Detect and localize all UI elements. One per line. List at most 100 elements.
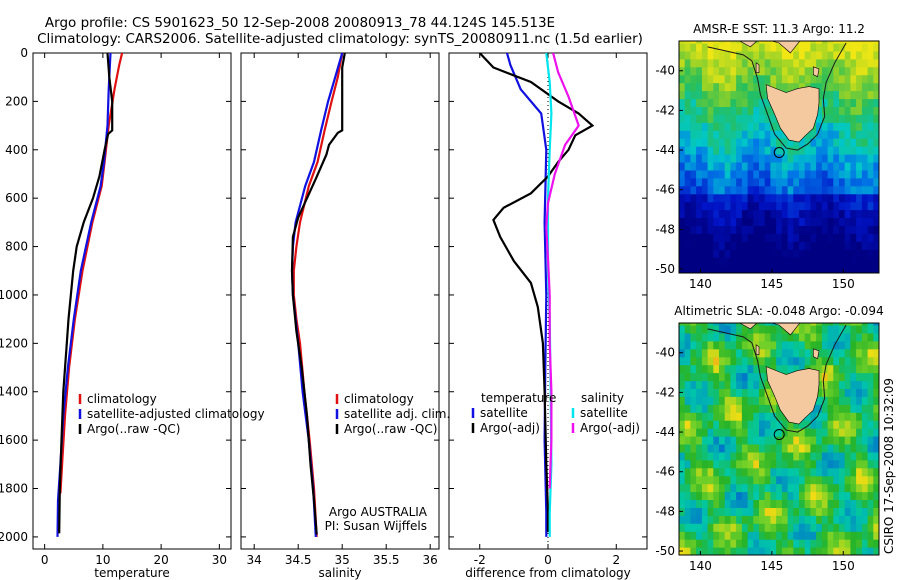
raster-cell <box>781 138 789 147</box>
raster-cell <box>850 323 857 326</box>
raster-cell <box>799 249 806 258</box>
raster-cell <box>713 372 720 382</box>
raster-cell <box>816 74 823 84</box>
raster-cell <box>850 372 857 382</box>
raster-cell <box>759 515 766 524</box>
raster-cell <box>736 146 743 155</box>
raster-cell <box>747 372 754 382</box>
raster-cell <box>776 412 783 421</box>
raster-cell <box>793 340 800 350</box>
raster-cell <box>787 138 794 147</box>
raster-cell <box>707 209 714 218</box>
raster-cell <box>804 467 811 477</box>
raster-cell <box>850 467 857 477</box>
raster-cell <box>753 404 760 413</box>
raster-cell <box>770 531 777 540</box>
raster-cell <box>810 323 817 326</box>
raster-cell <box>696 428 703 437</box>
raster-cell <box>679 217 686 226</box>
raster-cell <box>724 154 731 163</box>
raster-cell <box>839 531 846 540</box>
raster-cell <box>696 547 703 555</box>
raster-cell <box>833 388 840 397</box>
side-timestamp-label: CSIRO 17-Sep-2008 10:32:09 <box>882 378 896 554</box>
raster-cell <box>781 436 789 445</box>
raster-cell <box>724 340 731 350</box>
raster-cell <box>861 241 869 250</box>
raster-cell <box>844 146 851 155</box>
raster-cell <box>799 58 806 68</box>
raster-cell <box>741 451 749 461</box>
raster-cell <box>707 265 714 273</box>
raster-cell <box>770 444 777 453</box>
raster-cell <box>793 169 800 179</box>
raster-cell <box>861 217 869 226</box>
raster-cell <box>736 169 743 179</box>
raster-cell <box>793 483 800 493</box>
raster-cell <box>827 209 834 218</box>
raster-cell <box>719 66 726 76</box>
raster-cell <box>690 98 697 107</box>
raster-cell <box>844 356 851 366</box>
raster-cell <box>861 444 869 453</box>
raster-cell <box>719 467 726 477</box>
raster-cell <box>793 66 800 76</box>
raster-cell <box>741 364 749 374</box>
raster-cell <box>861 138 869 147</box>
raster-cell <box>770 323 777 326</box>
raster-cell <box>747 201 754 211</box>
raster-cell <box>730 547 737 555</box>
raster-cell <box>833 396 840 405</box>
raster-cell <box>741 396 749 405</box>
raster-cell <box>719 451 726 461</box>
raster-cell <box>821 257 829 266</box>
raster-cell <box>713 515 720 524</box>
raster-cell <box>827 162 834 171</box>
raster-cell <box>690 356 697 366</box>
raster-cell <box>821 523 829 532</box>
raster-cell <box>787 467 794 477</box>
raster-cell <box>696 41 703 44</box>
raster-cell <box>833 436 840 445</box>
raster-cell <box>690 507 697 516</box>
raster-cell <box>833 444 840 453</box>
raster-cell <box>867 162 874 171</box>
raster-cell <box>799 74 806 84</box>
raster-cell <box>787 491 794 500</box>
raster-cell <box>839 420 846 429</box>
raster-cell <box>701 154 709 163</box>
raster-cell <box>833 467 840 477</box>
raster-cell <box>821 249 829 258</box>
raster-cell <box>793 177 800 187</box>
raster-cell <box>713 74 720 84</box>
raster-cell <box>730 185 737 195</box>
raster-cell <box>753 209 760 218</box>
raster-cell <box>856 82 863 92</box>
raster-cell <box>844 436 851 445</box>
raster-cell <box>770 436 777 445</box>
raster-cell <box>701 539 709 548</box>
raster-cell <box>753 249 760 258</box>
raster-cell <box>776 265 783 273</box>
raster-cell <box>816 249 823 258</box>
raster-cell <box>753 201 760 211</box>
raster-cell <box>684 325 691 334</box>
raster-cell <box>827 404 834 413</box>
raster-cell <box>684 428 691 437</box>
raster-cell <box>730 523 737 532</box>
raster-cell <box>781 483 789 493</box>
raster-cell <box>856 340 863 350</box>
raster-cell <box>759 66 766 76</box>
raster-cell <box>781 162 789 171</box>
raster-cell <box>821 74 829 84</box>
raster-cell <box>867 475 874 485</box>
raster-cell <box>861 249 869 258</box>
raster-cell <box>684 475 691 485</box>
raster-cell <box>679 90 686 100</box>
raster-cell <box>713 340 720 350</box>
raster-cell <box>821 90 829 100</box>
raster-cell <box>804 539 811 548</box>
raster-cell <box>730 169 737 179</box>
raster-cell <box>707 491 714 500</box>
raster-cell <box>747 420 754 429</box>
